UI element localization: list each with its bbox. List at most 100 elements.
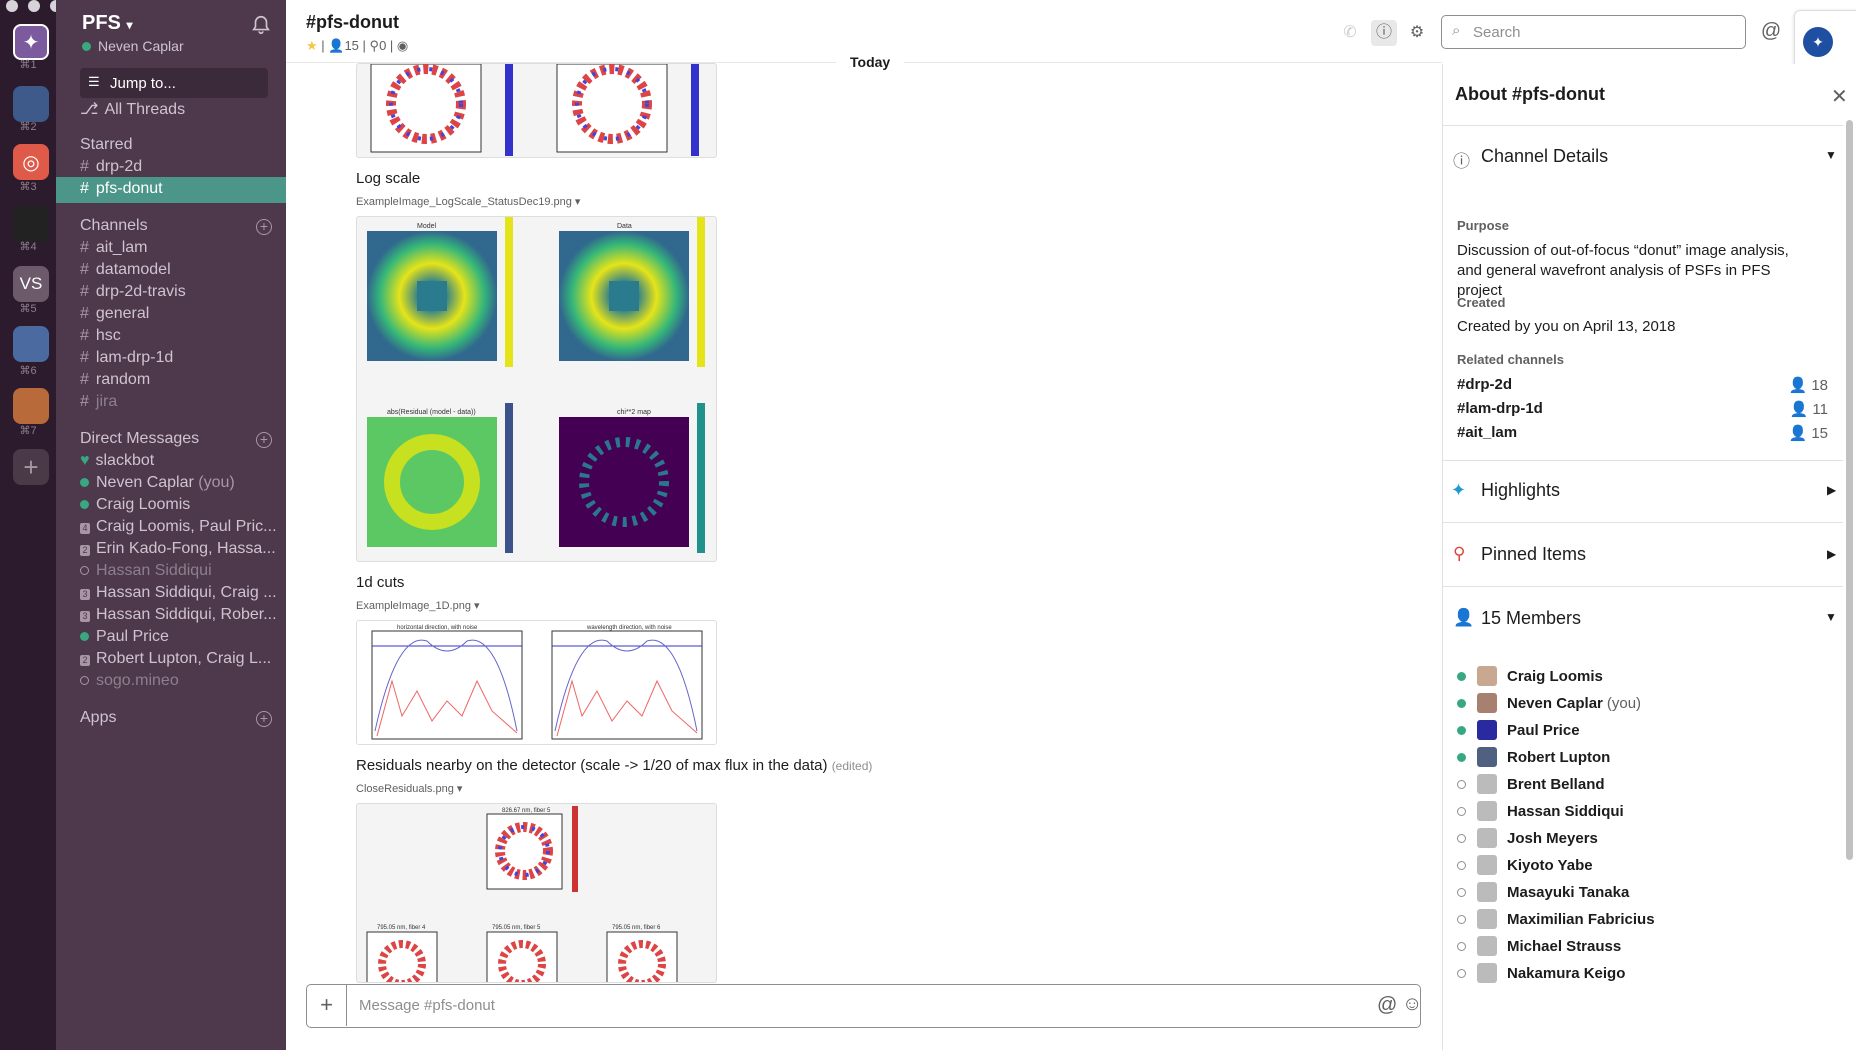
sidebar-channel-muted[interactable]: # jira: [80, 393, 118, 410]
dm-item[interactable]: Neven Caplar (you): [80, 474, 280, 492]
sidebar-channel[interactable]: # ait_lam: [80, 239, 148, 256]
gear-icon[interactable]: ⚙: [1409, 24, 1425, 41]
workspace-7-icon[interactable]: [13, 388, 49, 424]
star-icon[interactable]: ★: [306, 38, 318, 53]
dm-item[interactable]: 2 Robert Lupton, Craig L...: [80, 650, 280, 668]
member-row[interactable]: Paul Price: [1457, 718, 1580, 742]
member-row[interactable]: Brent Belland: [1457, 772, 1605, 796]
pin-icon[interactable]: ⚲: [369, 38, 380, 53]
sidebar-channel[interactable]: # hsc: [80, 327, 121, 344]
image-attachment[interactable]: Model Data abs(Residual (model - data)) …: [356, 216, 717, 562]
member-icon[interactable]: 👤: [328, 38, 345, 53]
close-icon[interactable]: ✕: [1831, 86, 1848, 108]
add-dm-icon[interactable]: +: [256, 432, 272, 448]
related-channel-link[interactable]: #lam-drp-1d: [1457, 400, 1543, 417]
member-row[interactable]: Hassan Siddiqui: [1457, 799, 1624, 823]
threads-icon: ⎇: [80, 101, 99, 118]
image-attachment[interactable]: 826.67 nm, fiber 5 795.05 nm, fiber 4 79…: [356, 803, 717, 983]
member-row[interactable]: Kiyoto Yabe: [1457, 853, 1593, 877]
group-count-badge: 3: [80, 589, 90, 600]
workspace-6-icon[interactable]: [13, 326, 49, 362]
bell-icon[interactable]: [250, 14, 272, 36]
member-row[interactable]: Nakamura Keigo: [1457, 961, 1625, 985]
file-name[interactable]: CloseResiduals.png ▾: [356, 783, 463, 795]
member-row[interactable]: Michael Strauss: [1457, 934, 1621, 958]
related-channel-link[interactable]: #drp-2d: [1457, 376, 1513, 393]
avatar: [1477, 801, 1497, 821]
online-dot: [80, 500, 89, 509]
all-threads-link[interactable]: ⎇ All Threads: [80, 101, 186, 118]
workspace-2-icon[interactable]: [13, 86, 49, 122]
member-row[interactable]: Craig Loomis: [1457, 664, 1603, 688]
members-section[interactable]: 👤 15 Members ▼: [1453, 608, 1837, 628]
channel-title[interactable]: #pfs-donut: [306, 12, 399, 32]
dm-item[interactable]: sogo.mineo: [80, 672, 280, 690]
minimize-window-dot[interactable]: [28, 0, 40, 12]
file-name[interactable]: ExampleImage_LogScale_StatusDec19.png ▾: [356, 196, 581, 208]
sparkle-icon: ✦: [1451, 480, 1467, 500]
dm-item[interactable]: Hassan Siddiqui: [80, 562, 280, 580]
composer-input[interactable]: Message #pfs-donut: [359, 997, 495, 1014]
highlights-section[interactable]: ✦ Highlights ▶: [1451, 480, 1837, 500]
plot-title: wavelength direction, with noise: [586, 625, 672, 631]
apps-heading[interactable]: Apps: [80, 709, 117, 726]
group-count-badge: 4: [80, 523, 90, 534]
sidebar-channel[interactable]: # random: [80, 371, 151, 388]
mention-icon[interactable]: @: [1377, 994, 1398, 1016]
add-workspace-icon[interactable]: +: [13, 449, 49, 485]
close-window-dot[interactable]: [6, 0, 18, 12]
image-attachment[interactable]: [356, 63, 717, 158]
add-app-icon[interactable]: +: [256, 711, 272, 727]
member-row[interactable]: Neven Caplar (you): [1457, 691, 1641, 715]
workspace-vs-icon[interactable]: VS: [13, 266, 49, 302]
pinned-section[interactable]: ⚲ Pinned Items ▶: [1453, 544, 1837, 564]
channel-details-section[interactable]: ⓘ Channel Details ▼: [1453, 146, 1837, 171]
plot-title: 826.67 nm, fiber 5: [502, 808, 551, 814]
sidebar-channel-pfs-donut[interactable]: # pfs-donut: [80, 180, 163, 197]
plot-title: horizontal direction, with noise: [397, 625, 478, 631]
channels-heading[interactable]: Channels: [80, 217, 148, 234]
panel-title: About #pfs-donut: [1455, 84, 1605, 104]
dm-item[interactable]: 3 Hassan Siddiqui, Craig ...: [80, 584, 280, 602]
info-icon[interactable]: ⓘ: [1371, 20, 1397, 46]
dm-item[interactable]: 2 Erin Kado-Fong, Hassa...: [80, 540, 280, 558]
sidebar-channel[interactable]: # lam-drp-1d: [80, 349, 174, 366]
message-pane: #pfs-donut ★ | 👤15 | ⚲0 | ◉ Today Log sc…: [286, 0, 1442, 1050]
image-attachment[interactable]: horizontal direction, with noise wavelen…: [356, 620, 717, 745]
sidebar-channel[interactable]: # general: [80, 305, 150, 322]
workspace-pfs-icon[interactable]: ✦: [13, 24, 49, 60]
workspace-4-icon[interactable]: [13, 206, 49, 242]
call-icon[interactable]: ✆: [1343, 24, 1357, 41]
dm-item[interactable]: ♥ slackbot: [80, 452, 155, 469]
dm-item[interactable]: Paul Price: [80, 628, 280, 646]
dm-item[interactable]: 3 Hassan Siddiqui, Rober...: [80, 606, 280, 624]
sidebar-channel[interactable]: # drp-2d-travis: [80, 283, 186, 300]
add-channel-icon[interactable]: +: [256, 219, 272, 235]
search-input[interactable]: ⌕ Search: [1441, 15, 1746, 49]
dm-heading[interactable]: Direct Messages: [80, 430, 200, 447]
divider: [1443, 586, 1843, 587]
member-row[interactable]: Josh Meyers: [1457, 826, 1598, 850]
notification-popup[interactable]: ✦: [1794, 10, 1856, 74]
related-channel-link[interactable]: #ait_lam: [1457, 424, 1518, 441]
member-row[interactable]: Robert Lupton: [1457, 745, 1610, 769]
dm-item[interactable]: 4 Craig Loomis, Paul Pric...: [80, 518, 280, 536]
mentions-icon[interactable]: @: [1760, 20, 1782, 42]
donut-icon: ◉: [396, 38, 409, 53]
dm-item[interactable]: Craig Loomis: [80, 496, 280, 514]
panel-scrollbar[interactable]: [1846, 120, 1853, 860]
file-name[interactable]: ExampleImage_1D.png ▾: [356, 600, 480, 612]
related-channel-count: 👤 18: [1788, 377, 1828, 394]
emoji-icon[interactable]: ☺: [1402, 993, 1423, 1015]
member-row[interactable]: Masayuki Tanaka: [1457, 880, 1629, 904]
sidebar-channel-drp-2d[interactable]: # drp-2d: [80, 158, 143, 175]
shortcut-label: ⌘2: [19, 121, 37, 133]
workspace-name[interactable]: PFS ▾: [82, 12, 133, 34]
attach-plus-icon[interactable]: +: [307, 985, 347, 1026]
sidebar-channel[interactable]: # datamodel: [80, 261, 171, 278]
jump-to-button[interactable]: ☰ Jump to...: [80, 68, 268, 98]
pin-icon: ⚲: [1453, 544, 1466, 563]
member-row[interactable]: Maximilian Fabricius: [1457, 907, 1655, 931]
workspace-3-icon[interactable]: ◎: [13, 144, 49, 180]
message-composer[interactable]: + Message #pfs-donut @ ☺: [306, 984, 1423, 1028]
